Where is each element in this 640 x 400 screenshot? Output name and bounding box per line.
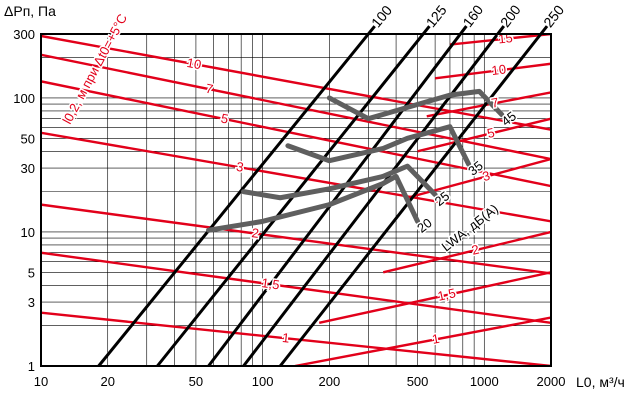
noise-curve bbox=[241, 163, 438, 201]
throw-line bbox=[294, 316, 551, 366]
plot-frame bbox=[40, 33, 552, 367]
throw-line bbox=[41, 131, 551, 223]
throw-line bbox=[41, 251, 551, 325]
x-tick-label: 200 bbox=[319, 374, 341, 389]
y-tick-label: 100 bbox=[13, 91, 35, 106]
throw-line-label: 10 bbox=[491, 61, 507, 78]
y-tick-label: 1 bbox=[28, 359, 35, 374]
noise-curves bbox=[206, 88, 505, 233]
diameter-lines bbox=[97, 25, 549, 367]
throw-line-label: 1,5 bbox=[436, 285, 457, 304]
throw-line bbox=[41, 80, 551, 188]
diameter-line-label: 200 bbox=[497, 2, 524, 30]
x-tick-label: 1000 bbox=[470, 374, 499, 389]
y-axis-title: ΔPп, Па bbox=[4, 3, 56, 19]
diameter-line bbox=[242, 25, 506, 367]
throw-line-label: 7 bbox=[490, 95, 500, 111]
y-tick-label: 300 bbox=[13, 27, 35, 42]
noise-curve bbox=[326, 88, 505, 122]
throw-line bbox=[434, 62, 551, 80]
tick-labels: 10 20 50 100 200 500 1000 2000 1 3 5 10 30 50 100 300 bbox=[13, 27, 565, 389]
throw-lines bbox=[41, 34, 551, 366]
throw-line bbox=[41, 34, 551, 131]
throw-line-label: 1 bbox=[281, 330, 290, 346]
throw-line bbox=[417, 117, 551, 153]
diameter-line-label: 250 bbox=[540, 2, 567, 30]
throw-legend: l0,2, м при Δt0=+5°C bbox=[59, 11, 130, 126]
throw-line bbox=[318, 271, 551, 324]
throw-line-label: 2 bbox=[470, 242, 481, 258]
y-tick-label: 10 bbox=[21, 225, 35, 240]
throw-line bbox=[382, 230, 551, 274]
x-tick-label: 20 bbox=[100, 374, 114, 389]
y-tick-label: 5 bbox=[28, 265, 35, 280]
noise-curve bbox=[285, 124, 472, 167]
throw-line-label: 15 bbox=[497, 30, 513, 46]
x-tick-label: 100 bbox=[252, 374, 274, 389]
y-tick-label: 50 bbox=[21, 131, 35, 146]
x-tick-label: 50 bbox=[189, 374, 203, 389]
throw-line-label: 1 bbox=[431, 331, 441, 347]
noise-curve bbox=[206, 173, 421, 233]
x-tick-label: 500 bbox=[407, 374, 429, 389]
throw-line bbox=[41, 311, 551, 366]
throw-line bbox=[41, 53, 551, 161]
throw-line bbox=[41, 203, 551, 275]
throw-line-label: 3 bbox=[235, 159, 245, 175]
throw-line-label: 10 bbox=[186, 55, 203, 72]
throw-line-label: 7 bbox=[204, 81, 214, 97]
x-tick-label: 2000 bbox=[537, 374, 566, 389]
diameter-line bbox=[97, 25, 376, 367]
x-tick-label: 10 bbox=[34, 374, 48, 389]
y-tick-label: 3 bbox=[28, 295, 35, 310]
y-tick-label: 30 bbox=[21, 161, 35, 176]
diameter-line-label: 125 bbox=[423, 2, 450, 30]
throw-line-label: 1,5 bbox=[261, 275, 281, 292]
diameter-line-label: 100 bbox=[368, 2, 395, 30]
diameter-line bbox=[279, 25, 549, 367]
x-axis-title: L0, м³/ч bbox=[576, 374, 625, 390]
diameter-line-label: 160 bbox=[459, 2, 486, 30]
throw-line bbox=[449, 34, 551, 46]
diameter-line bbox=[207, 25, 468, 367]
